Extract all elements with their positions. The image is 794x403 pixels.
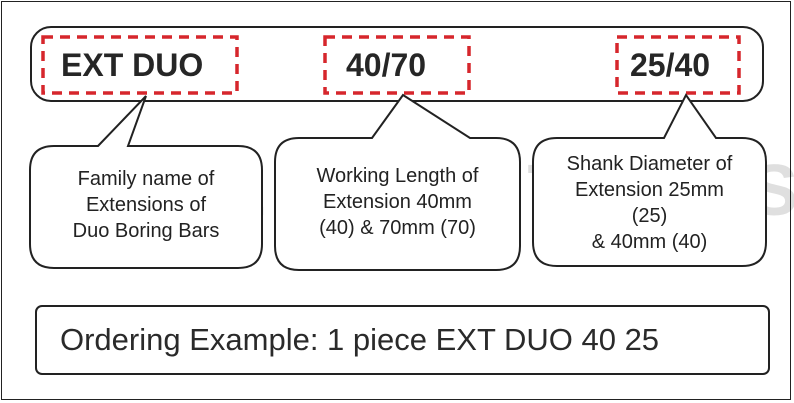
length-callout	[274, 93, 521, 271]
length-description-line: Working Length of	[316, 165, 479, 187]
length-description-line: (40) & 70mm (70)	[319, 217, 476, 239]
shank-callout	[532, 93, 767, 267]
shank-description-line: Extension 25mm	[575, 179, 724, 201]
shank-description-line: Shank Diameter of	[566, 153, 733, 175]
family-description: Family name of Extensions of Duo Boring …	[30, 166, 262, 244]
code-bar	[30, 26, 764, 102]
family-description-line: Family name of	[77, 168, 215, 190]
length-code: 40/70	[346, 47, 427, 83]
length-dashed-box	[323, 35, 471, 95]
ordering-example: Ordering Example: 1 piece EXT DUO 40 25	[60, 322, 660, 357]
shank-dashed-box	[615, 35, 741, 95]
family-description-line: Extensions of	[85, 194, 207, 216]
family-code: EXT DUO	[61, 47, 204, 83]
length-description: Working Length of Extension 40mm (40) & …	[275, 163, 520, 241]
shank-code: 25/40	[630, 47, 711, 83]
shank-description-line: & 40mm (40)	[591, 231, 708, 253]
ordering-box	[35, 305, 770, 375]
family-callout	[29, 95, 263, 269]
family-dashed-box	[41, 35, 239, 95]
shank-description-line: (25)	[631, 205, 668, 227]
length-description-line: Extension 40mm	[323, 191, 472, 213]
shank-description: Shank Diameter of Extension 25mm (25) & …	[533, 151, 766, 255]
family-description-line: Duo Boring Bars	[72, 220, 220, 242]
